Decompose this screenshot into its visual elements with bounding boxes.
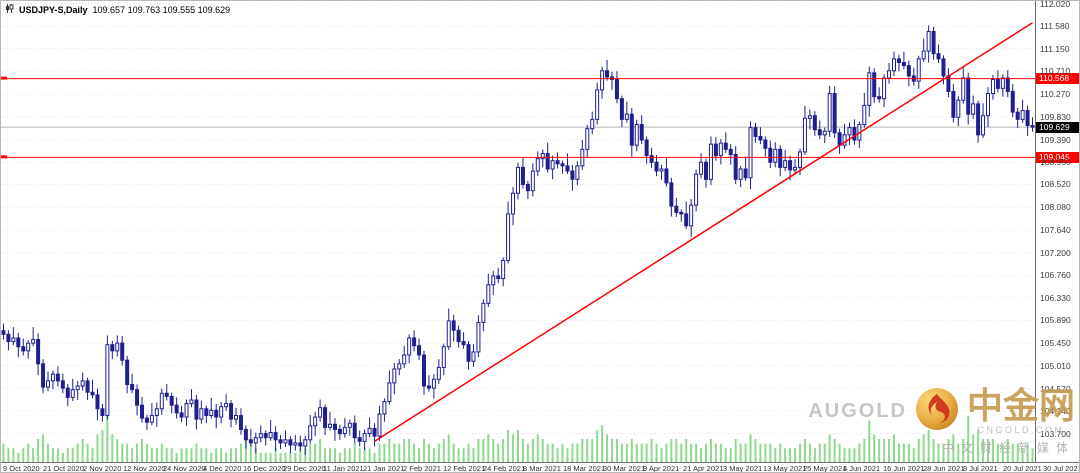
date-tick-label: 4 Dec 2020 — [203, 464, 242, 473]
support-price-tag: 109.045 — [1036, 151, 1079, 163]
date-tick-label: 24 Nov 2020 — [163, 464, 206, 473]
date-tick-label: 12 Feb 2021 — [443, 464, 486, 473]
price-tick-label: 111.580 — [1040, 21, 1070, 32]
level-left-marker — [1, 76, 7, 80]
date-tick-label: 30 Jul 2021 — [1043, 464, 1080, 473]
price-tick-label: 105.450 — [1040, 338, 1071, 349]
price-tick-label: 106.330 — [1040, 292, 1071, 303]
date-tick-label: 21 Jan 2021 — [363, 464, 405, 473]
current-price-tag: 109.629 — [1036, 121, 1079, 133]
level-left-marker — [1, 155, 7, 159]
date-tick-label: 20 Jul 2021 — [1003, 464, 1042, 473]
price-tick-label: 108.950 — [1040, 157, 1071, 168]
date-axis[interactable]: 9 Oct 2020 21 Oct 2020 2 Nov 2020 12 Nov 20… — [1, 462, 1080, 473]
price-tick-label: 103.700 — [1040, 428, 1071, 439]
price-tick-label: 107.200 — [1040, 247, 1071, 258]
date-tick-label: 29 Dec 2020 — [283, 464, 326, 473]
price-tick-label: 107.640 — [1040, 224, 1071, 235]
date-tick-label: 2 Feb 2021 — [403, 464, 441, 473]
price-tick-label: 105.010 — [1040, 360, 1071, 371]
date-tick-label: 16 Jun 2021 — [883, 464, 925, 473]
price-tick-label: 106.760 — [1040, 270, 1071, 281]
date-tick-label: 21 Oct 2020 — [43, 464, 84, 473]
price-tick-label: 108.080 — [1040, 202, 1071, 213]
candles — [1, 25, 1035, 455]
date-tick-label: 12 Nov 2020 — [123, 464, 166, 473]
date-tick-label: 3 May 2021 — [723, 464, 763, 473]
date-tick-label: 21 Apr 2021 — [683, 464, 724, 473]
date-tick-label: 8 Jul 2021 — [963, 464, 998, 473]
date-tick-label: 16 Dec 2020 — [243, 464, 286, 473]
resistance-price-tag: 110.568 — [1036, 73, 1079, 85]
candlestick-icon — [5, 4, 14, 15]
price-tick-label: 111.150 — [1040, 43, 1070, 54]
date-tick-label: 24 Feb 2021 — [483, 464, 526, 473]
price-tick-label: 110.270 — [1040, 89, 1071, 100]
ohlc-values: 109.657 109.763 109.555 109.629 — [92, 4, 231, 15]
date-tick-label: 8 Mar 2021 — [523, 464, 561, 473]
gridlines — [1, 3, 1035, 435]
chart-plot-area[interactable] — [1, 1, 1035, 462]
price-tick-label: 105.890 — [1040, 315, 1071, 326]
price-tick-label: 109.390 — [1040, 134, 1071, 145]
price-tick-label: 109.830 — [1040, 111, 1071, 122]
price-tick-label: 110.710 — [1040, 66, 1071, 77]
price-tick-label: 104.570 — [1040, 383, 1071, 394]
price-tick-label: 104.140 — [1040, 405, 1071, 416]
symbol-timeframe-label: USDJPY-S,Daily — [19, 4, 88, 15]
date-tick-label: 11 Jan 2021 — [323, 464, 364, 473]
date-tick-label: 28 Jun 2021 — [923, 464, 965, 473]
price-tick-label: 108.520 — [1040, 179, 1071, 190]
date-tick-label: 9 Oct 2020 — [3, 464, 40, 473]
date-tick-label: 2 Nov 2020 — [83, 464, 122, 473]
date-tick-label: 18 Mar 2021 — [563, 464, 606, 473]
chart-title-bar: USDJPY-S,Daily 109.657 109.763 109.555 1… — [5, 4, 230, 15]
volume-bars — [2, 416, 1034, 462]
trendline[interactable] — [374, 22, 1033, 442]
date-tick-label: 13 May 2021 — [763, 464, 807, 473]
date-tick-label: 30 Mar 2021 — [603, 464, 646, 473]
price-axis[interactable]: 110.568 109.045 109.629 112.020 111.580 11… — [1035, 0, 1079, 462]
date-tick-label: 4 Jun 2021 — [843, 464, 881, 473]
price-tick-label: 112.020 — [1040, 0, 1071, 9]
date-tick-label: 25 May 2021 — [803, 464, 847, 473]
date-tick-label: 9 Apr 2021 — [643, 464, 680, 473]
